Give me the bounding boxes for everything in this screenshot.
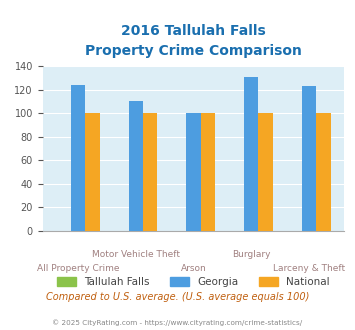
Text: Compared to U.S. average. (U.S. average equals 100): Compared to U.S. average. (U.S. average … [46,292,309,302]
Text: Burglary: Burglary [232,250,271,259]
Text: Arson: Arson [181,264,206,273]
Text: All Property Crime: All Property Crime [37,264,119,273]
Bar [302,86,316,231]
Bar [258,113,273,231]
Legend: Tallulah Falls, Georgia, National: Tallulah Falls, Georgia, National [53,273,334,291]
Bar [71,85,85,231]
Title: 2016 Tallulah Falls
Property Crime Comparison: 2016 Tallulah Falls Property Crime Compa… [85,24,302,58]
Bar [316,113,331,231]
Bar [143,113,157,231]
Bar [85,113,100,231]
Text: Larceny & Theft: Larceny & Theft [273,264,345,273]
Bar [244,77,258,231]
Text: Motor Vehicle Theft: Motor Vehicle Theft [92,250,180,259]
Bar [186,113,201,231]
Text: © 2025 CityRating.com - https://www.cityrating.com/crime-statistics/: © 2025 CityRating.com - https://www.city… [53,319,302,326]
Bar [201,113,215,231]
Bar [129,101,143,231]
